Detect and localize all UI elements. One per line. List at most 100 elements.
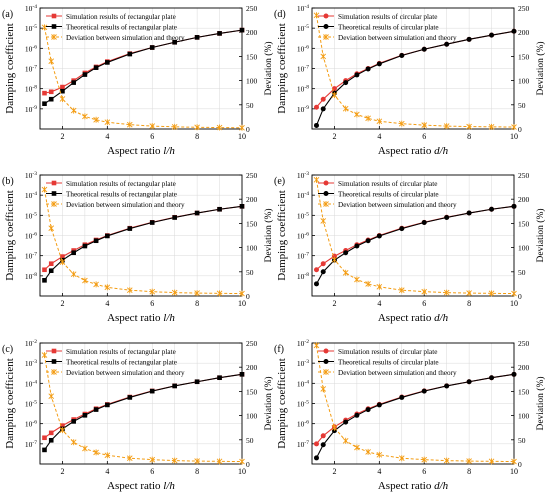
legend-marker (51, 191, 57, 196)
y2-tick-label: 50 (518, 268, 526, 277)
data-point (126, 287, 133, 294)
data-point (93, 65, 99, 70)
legend-label: Deviation between simulation and theory (66, 34, 185, 42)
data-point (421, 288, 428, 295)
data-point (48, 393, 55, 400)
legend-marker (323, 24, 329, 29)
data-point (82, 113, 88, 120)
y-tick-label: 10-7 (297, 252, 309, 261)
data-point (376, 402, 382, 408)
y-tick-label: 10-8 (25, 272, 37, 281)
data-point (354, 412, 360, 418)
data-point (104, 452, 111, 459)
legend-label: Theoretical results of circular plate (338, 191, 439, 199)
data-point (511, 124, 517, 131)
panel-label: (b) (2, 176, 14, 187)
series-line (316, 205, 515, 271)
y2-tick-label: 50 (518, 101, 526, 110)
data-point (511, 203, 517, 209)
data-point (488, 123, 495, 130)
y2-tick-label: 0 (246, 125, 250, 134)
y-tick-label: 10-8 (297, 272, 309, 281)
legend-marker (323, 191, 329, 196)
data-point (354, 243, 360, 249)
data-point (443, 289, 450, 296)
y2-tick-label: 200 (246, 28, 258, 37)
data-point (239, 27, 245, 33)
data-point (82, 445, 88, 452)
data-point (376, 283, 383, 290)
data-point (82, 72, 88, 77)
legend-marker (323, 180, 329, 186)
data-point (343, 80, 349, 86)
x-tick-label: 4 (377, 299, 381, 308)
data-point (466, 36, 472, 42)
x-tick-label: 8 (195, 467, 199, 476)
data-point (320, 433, 326, 439)
data-point (48, 96, 54, 102)
data-point (511, 458, 517, 465)
legend: Simulation results of circular plate Theo… (318, 13, 457, 42)
x-tick-label: 6 (422, 132, 426, 141)
y2-tick-label: 50 (246, 436, 254, 445)
data-point (421, 122, 428, 129)
x-tick-label: 6 (150, 132, 154, 141)
y2-tick-label: 50 (246, 101, 254, 110)
y2-tick-label: 200 (518, 363, 530, 372)
y-tick-label: 10-9 (297, 105, 309, 114)
data-point (42, 435, 47, 441)
data-point (60, 254, 65, 259)
y-tick-label: 10-7 (297, 440, 309, 449)
y-axis-label: Damping coefficient (276, 23, 288, 114)
legend-label: Deviation between simulation and theory (338, 34, 457, 42)
data-point (48, 268, 54, 273)
data-point (489, 32, 495, 38)
y2-tick-label: 0 (518, 125, 522, 134)
panel-e: 2 4 6 8 10 10-8 10-7 10-6 10-5 10-4 10-3 0 50 100 150 2… (274, 171, 546, 324)
data-point (343, 419, 349, 425)
series-simulation (42, 204, 245, 273)
data-point (194, 458, 200, 465)
data-point (320, 217, 327, 224)
series-deviation (41, 24, 245, 131)
data-point (217, 375, 222, 381)
data-point (71, 80, 76, 85)
data-point (126, 121, 133, 128)
y2-axis-label: Deviation (%) (535, 208, 546, 262)
series-deviation (313, 342, 517, 465)
y-tick-label: 10-5 (25, 400, 37, 409)
data-point (313, 12, 320, 19)
x-tick-label: 8 (195, 132, 199, 141)
data-point (421, 456, 428, 463)
legend-marker (51, 34, 57, 40)
x-tick-label: 10 (238, 299, 246, 308)
data-point (313, 342, 320, 349)
data-point (511, 371, 517, 377)
y2-tick-label: 150 (518, 52, 530, 61)
y-tick-label: 10-7 (297, 65, 309, 74)
legend-label: Simulation results of circular plate (338, 13, 437, 21)
y-tick-label: 10-5 (297, 400, 309, 409)
series-theory (313, 28, 517, 128)
data-point (42, 90, 47, 96)
legend: Simulation results of circular plate Theo… (318, 348, 457, 377)
data-point (399, 394, 405, 400)
data-point (217, 31, 222, 36)
series-line (316, 30, 515, 108)
legend: Simulation results of circular plate Theo… (318, 180, 457, 209)
data-point (82, 412, 88, 418)
y2-axis-label: Deviation (%) (263, 41, 274, 95)
data-point (488, 290, 495, 297)
data-point (331, 92, 338, 99)
y-tick-label: 10-9 (25, 105, 37, 114)
y-tick-label: 10-7 (25, 252, 37, 261)
data-point (216, 124, 223, 131)
data-point (320, 53, 327, 60)
data-point (171, 457, 178, 464)
data-point (42, 101, 47, 106)
data-point (59, 259, 66, 266)
series-deviation (41, 186, 245, 297)
data-point (48, 225, 55, 232)
data-point (376, 451, 383, 458)
y-tick-label: 10-3 (25, 359, 37, 368)
